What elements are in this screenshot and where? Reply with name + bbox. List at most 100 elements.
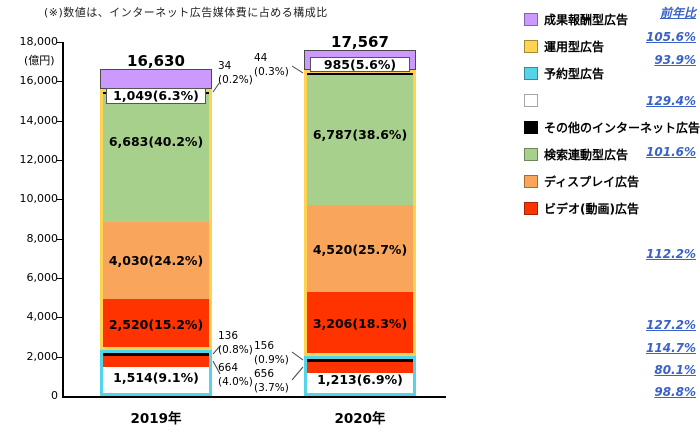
legend-label: 検索連動型広告 — [544, 148, 629, 162]
x-axis-line — [62, 396, 446, 398]
y-tick-label: 2,000 — [26, 350, 59, 363]
legend-label: その他のインターネット広告 — [544, 121, 700, 135]
callout-reserved-video-2019: 664 (4.0%) — [218, 362, 253, 389]
legend-swatch-cyan — [524, 67, 538, 80]
x-label-2020: 2020年 — [334, 411, 386, 427]
yoy-performance: 93.9% — [654, 53, 696, 67]
segment-reserved-display-2020 — [307, 372, 413, 393]
y-axis-tick — [57, 81, 62, 82]
callout-reserved-other-2020: 156 (0.9%) — [254, 340, 289, 367]
y-axis-tick — [57, 160, 62, 161]
callout-share: (0.3%) — [254, 65, 289, 78]
legend-label: 運用型広告 — [544, 40, 605, 54]
legend-swatch-orange — [524, 175, 538, 188]
callout-share: (4.0%) — [218, 375, 253, 388]
y-axis-tick — [57, 278, 62, 279]
legend-swatch-red — [524, 202, 538, 215]
callout-share: (0.2%) — [218, 73, 253, 86]
y-axis-unit: (億円) — [24, 54, 55, 67]
label-display-2020: 4,520(25.7%) — [312, 242, 408, 257]
callout-managed-other-2020: 44 (0.3%) — [254, 52, 289, 79]
callout-share: (3.7%) — [254, 381, 289, 394]
group-box-reserved-2020 — [304, 356, 416, 396]
y-tick-label: 4,000 — [26, 310, 59, 323]
legend-item-managed: 運用型広告 — [524, 39, 700, 54]
y-tick-label: 12,000 — [19, 153, 59, 166]
callout-managed-other-2019: 34 (0.2%) — [218, 60, 253, 87]
yoy-search: 101.6% — [646, 145, 696, 159]
label-video-2019: 2,520(15.2%) — [108, 317, 204, 332]
legend-item-blank — [524, 93, 700, 108]
yoy-video: 127.2% — [646, 318, 696, 332]
x-label-2019: 2019年 — [130, 411, 182, 427]
group-box-managed-2019 — [100, 89, 212, 350]
callout-value: 136 — [218, 330, 239, 342]
segment-performance-2019 — [100, 69, 212, 89]
segment-reserved-video-2020 — [307, 361, 413, 373]
label-performance-2019: 1,049(6.3%) — [106, 88, 206, 104]
segment-video-2020 — [307, 291, 413, 353]
y-axis-tick — [57, 121, 62, 122]
callout-value: 34 — [218, 60, 232, 72]
total-value-2019: 16,630 — [127, 52, 185, 70]
label-video-2020: 3,206(18.3%) — [312, 316, 408, 331]
legend-swatch-green — [524, 148, 538, 161]
legend-item-performance: 成果報酬型広告 — [524, 12, 700, 27]
y-tick-label: 18,000 — [19, 35, 59, 48]
callout-reserved-video-2020: 656 (3.7%) — [254, 368, 289, 395]
callout-share: (0.9%) — [254, 353, 289, 366]
y-tick-label: 0 — [51, 389, 58, 402]
legend-swatch-white — [524, 94, 538, 107]
y-tick-label: 10,000 — [19, 192, 59, 205]
yoy-reserved-other: 114.7% — [646, 341, 696, 355]
y-tick-label: 8,000 — [26, 232, 59, 245]
legend-label: ディスプレイ広告 — [544, 175, 640, 189]
legend-item-reserved: 予約型広告 — [524, 66, 700, 81]
callout-value: 664 — [218, 362, 239, 374]
callout-share: (0.8%) — [218, 343, 253, 356]
legend-item-search: 検索連動型広告 — [524, 147, 700, 162]
segment-reserved-other-2019 — [103, 353, 209, 356]
callout-value: 656 — [254, 368, 275, 380]
yoy-managed-other: 129.4% — [646, 94, 696, 108]
callout-value: 156 — [254, 340, 275, 352]
legend-item-video: ビデオ(動画)広告 — [524, 201, 700, 216]
legend-swatch-purple — [524, 13, 538, 26]
legend-label: ビデオ(動画)広告 — [544, 202, 639, 216]
label-display-2019: 4,030(24.2%) — [108, 253, 204, 268]
y-axis-tick — [57, 357, 62, 358]
segment-reserved-other-2020 — [307, 359, 413, 362]
y-tick-label: 16,000 — [19, 74, 59, 87]
segment-display-2019 — [103, 221, 209, 299]
y-axis-tick — [57, 317, 62, 318]
legend-label: 予約型広告 — [544, 67, 605, 81]
segment-display-2020 — [307, 204, 413, 292]
y-axis-tick — [57, 199, 62, 200]
label-reserved-display-2019: 1,514(9.1%) — [113, 370, 199, 385]
callout-reserved-other-2019: 136 (0.8%) — [218, 330, 253, 357]
segment-search-2020 — [307, 74, 413, 205]
label-search-2020: 6,787(38.6%) — [312, 127, 408, 142]
label-search-2019: 6,683(40.2%) — [108, 134, 204, 149]
group-box-reserved-2019 — [100, 350, 212, 396]
yoy-header: 前年比 — [659, 6, 696, 20]
legend-item-other: その他のインターネット広告 — [524, 120, 700, 135]
yoy-total: 105.6% — [646, 30, 696, 44]
legend-swatch-yellow — [524, 40, 538, 53]
segment-video-2019 — [103, 299, 209, 347]
chart-note: (※)数値は、インターネット広告媒体費に占める構成比 — [44, 6, 328, 19]
label-performance-2020: 985(5.6%) — [310, 57, 410, 72]
y-tick-label: 14,000 — [19, 114, 59, 127]
y-axis-line — [62, 42, 64, 398]
group-box-managed-2020 — [304, 70, 416, 356]
label-reserved-display-2020: 1,213(6.9%) — [317, 372, 403, 387]
legend-label: 成果報酬型広告 — [544, 13, 629, 27]
legend: 成果報酬型広告 運用型広告 予約型広告 その他のインターネット広告 検索連動型広… — [524, 12, 700, 228]
segment-managed-other-2020 — [307, 73, 413, 75]
y-tick-label: 6,000 — [26, 271, 59, 284]
segment-reserved-video-2019 — [103, 355, 209, 367]
segment-search-2019 — [103, 93, 209, 222]
yoy-display: 112.2% — [646, 247, 696, 261]
segment-reserved-display-2019 — [103, 367, 209, 393]
